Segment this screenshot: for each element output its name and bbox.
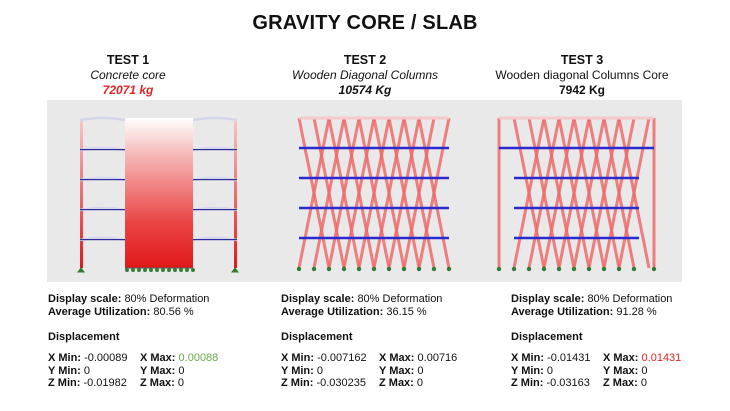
structure-render-svg <box>77 116 657 273</box>
model-2-slabs <box>299 146 449 240</box>
z-min-label: Z Min: <box>48 377 81 389</box>
display-scale-label: Display scale: <box>281 293 355 305</box>
displacement-grid: X Min: -0.007162 X Max: 0.00716 Y Min: 0… <box>281 352 501 390</box>
x-min-value: -0.01431 <box>547 352 591 364</box>
test-3-header: TEST 3 Wooden diagonal Columns Core 7942… <box>472 53 692 98</box>
model-1-column <box>80 120 83 268</box>
y-min-label: Y Min: <box>48 364 81 377</box>
model-2-supports <box>296 266 452 272</box>
avg-util-value: 36.15 % <box>386 306 427 318</box>
displacement-grid: X Min: -0.00089 X Max: 0.00088 Y Min: 0 … <box>48 352 268 390</box>
x-min-label: X Min: <box>511 352 544 364</box>
page-title: GRAVITY CORE / SLAB <box>252 12 478 34</box>
display-scale-value: 80% Deformation <box>124 293 210 305</box>
z-max-label: Z Max: <box>603 377 638 389</box>
y-min-value: 0 <box>83 364 90 377</box>
z-max-value: 0 <box>177 377 185 389</box>
displacement-title: Displacement <box>48 331 120 343</box>
z-max-label: Z Max: <box>379 377 414 389</box>
test-1-name: TEST 1 <box>106 53 150 67</box>
z-max-value: 0 <box>416 377 424 389</box>
avg-util-label: Average Utilization: <box>281 306 384 318</box>
model-3-supports <box>496 266 657 272</box>
y-min-value: 0 <box>316 364 323 377</box>
displacement-title: Displacement <box>281 331 353 343</box>
test-2-results: Display scale: 80% Deformation Average U… <box>281 293 501 390</box>
x-max-value: 0.00088 <box>178 352 219 364</box>
x-max-value: 0.00716 <box>417 352 458 364</box>
test-3-mass: 7942 Kg <box>558 83 606 97</box>
z-max-value: 0 <box>640 377 648 389</box>
y-max-value: 0 <box>178 364 185 377</box>
y-min-label: Y Min: <box>511 364 544 377</box>
display-scale-value: 80% Deformation <box>357 293 443 305</box>
test-1-mass: 72071 kg <box>102 83 154 97</box>
z-min-value: -0.03163 <box>546 377 590 389</box>
test-3-subtitle: Wooden diagonal Columns Core <box>495 68 669 82</box>
x-min-value: -0.007162 <box>317 352 367 364</box>
x-max-label: X Max: <box>379 352 415 364</box>
avg-util-label: Average Utilization: <box>48 306 151 318</box>
x-max-value: 0.01431 <box>641 352 682 364</box>
display-scale-value: 80% Deformation <box>587 293 673 305</box>
model-3-diagonal-columns-core <box>496 116 657 272</box>
displacement-grid: X Min: -0.01431 X Max: 0.01431 Y Min: 0 … <box>511 352 730 390</box>
z-min-label: Z Min: <box>511 377 544 389</box>
y-max-label: Y Max: <box>140 364 176 377</box>
model-3-diagonals <box>497 117 656 269</box>
y-min-label: Y Min: <box>281 364 314 377</box>
y-min-value: 0 <box>546 364 553 377</box>
model-1-concrete-core <box>77 116 239 273</box>
model-1-core-support-row <box>125 268 195 272</box>
z-min-label: Z Min: <box>281 377 314 389</box>
y-max-label: Y Max: <box>603 364 639 377</box>
test-2-mass: 10574 Kg <box>338 83 392 97</box>
x-min-label: X Min: <box>48 352 81 364</box>
x-min-value: -0.00089 <box>84 352 128 364</box>
model-1-slab-edges <box>80 149 237 241</box>
model-2-diagonals <box>297 117 451 269</box>
test-2-subtitle: Wooden Diagonal Columns <box>291 68 439 82</box>
structure-render-viewport <box>47 100 682 282</box>
model-3-slabs <box>499 146 654 240</box>
avg-util-value: 80.56 % <box>153 306 194 318</box>
x-max-label: X Max: <box>140 352 176 364</box>
y-max-label: Y Max: <box>379 364 415 377</box>
x-max-label: X Max: <box>603 352 639 364</box>
model-1-supports <box>77 267 239 273</box>
y-max-value: 0 <box>641 364 648 377</box>
model-2-diagonal-columns <box>296 116 452 272</box>
avg-util-value: 91.28 % <box>616 306 657 318</box>
avg-util-label: Average Utilization: <box>511 306 614 318</box>
display-scale-label: Display scale: <box>511 293 585 305</box>
concrete-core-wall <box>125 118 193 268</box>
y-max-value: 0 <box>417 364 424 377</box>
z-min-value: -0.01982 <box>83 377 127 389</box>
test-1-results: Display scale: 80% Deformation Average U… <box>48 293 268 390</box>
test-2-name: TEST 2 <box>343 53 387 67</box>
test-1-header: TEST 1 Concrete core 72071 kg <box>18 53 238 98</box>
test-1-subtitle: Concrete core <box>90 68 166 82</box>
displacement-title: Displacement <box>511 331 583 343</box>
z-min-value: -0.030235 <box>316 377 366 389</box>
test-2-header: TEST 2 Wooden Diagonal Columns 10574 Kg <box>255 53 475 98</box>
z-max-label: Z Max: <box>140 377 175 389</box>
model-1-column <box>234 120 237 268</box>
test-3-results: Display scale: 80% Deformation Average U… <box>511 293 730 390</box>
display-scale-label: Display scale: <box>48 293 122 305</box>
test-3-name: TEST 3 <box>560 53 604 67</box>
x-min-label: X Min: <box>281 352 314 364</box>
